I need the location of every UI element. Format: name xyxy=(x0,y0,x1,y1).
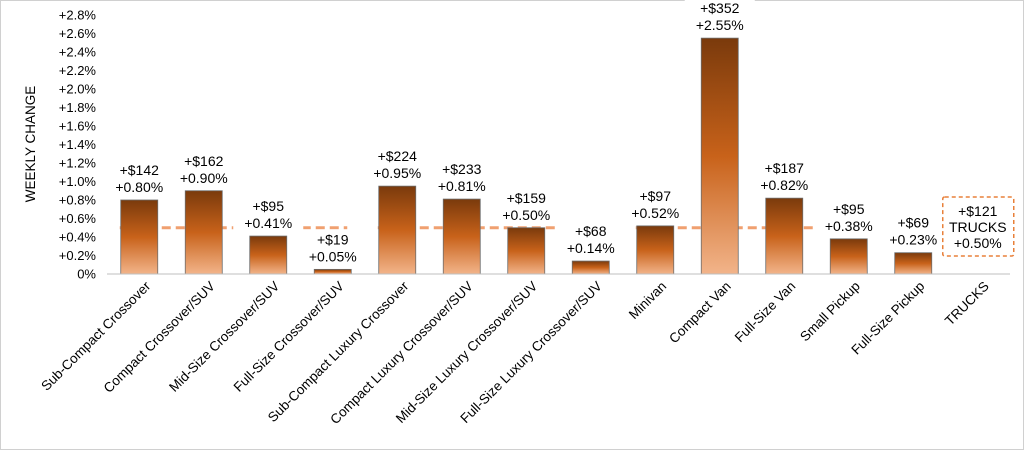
y-tick-label: +1.8% xyxy=(59,100,97,115)
data-label-dollar: +$352 xyxy=(700,0,740,16)
data-label-background xyxy=(104,160,175,197)
data-label-dollar: +$162 xyxy=(184,153,224,169)
data-label-percent: +0.81% xyxy=(438,178,486,194)
data-label-background xyxy=(620,185,691,223)
data-label-background xyxy=(813,198,884,236)
data-label-dollar: +$69 xyxy=(897,215,929,231)
data-label-percent: +0.80% xyxy=(115,179,163,195)
y-tick-label: +0.8% xyxy=(59,193,97,208)
x-tick-label: Full-Size Luxury Crossover/SUV xyxy=(457,279,604,426)
y-tick-label: +2.2% xyxy=(59,63,97,78)
x-tick-label: Compact Van xyxy=(666,279,734,347)
y-tick-label: +2.8% xyxy=(59,8,97,23)
data-label-percent: +0.95% xyxy=(373,165,421,181)
data-label-dollar: +$95 xyxy=(833,201,865,217)
y-tick-label: +2.6% xyxy=(59,26,97,41)
y-tick-label: 0% xyxy=(77,267,96,282)
data-label-percent: +2.55% xyxy=(696,17,744,33)
data-label-background xyxy=(555,221,626,259)
data-label-background xyxy=(168,150,239,188)
bar xyxy=(442,198,481,275)
bar xyxy=(829,238,868,275)
x-tick-label: Full-Size Crossover/SUV xyxy=(231,279,347,395)
y-tick-label: +1.2% xyxy=(59,156,97,171)
x-tick-label: TRUCKS xyxy=(942,279,992,329)
y-tick-label: +0.4% xyxy=(59,230,97,245)
x-tick-label: Sub-Compact Crossover xyxy=(38,278,153,393)
data-label-dollar: +$19 xyxy=(317,231,349,247)
data-label-percent: +0.23% xyxy=(889,232,937,248)
data-labels: +$142+0.80%+$162+0.90%+$95+0.41%+$19+0.0… xyxy=(104,0,949,267)
bar xyxy=(571,260,610,275)
data-label-background xyxy=(749,158,820,196)
y-tick-label: +0.6% xyxy=(59,211,97,226)
summary-box-line: TRUCKS xyxy=(949,219,1007,235)
y-tick-label: +1.6% xyxy=(59,119,97,134)
bar xyxy=(249,235,288,275)
data-label-percent: +0.82% xyxy=(760,177,808,193)
bar xyxy=(636,225,675,275)
summary-box-frame xyxy=(942,196,1015,257)
data-label-dollar: +$187 xyxy=(765,160,805,176)
y-tick-label: +0.2% xyxy=(59,248,97,263)
x-tick-label: Mid-Size Luxury Crossover/SUV xyxy=(393,279,540,426)
x-tick-label: Sub-Compact Luxury Crossover xyxy=(265,278,412,425)
y-tick-label: +2.0% xyxy=(59,82,97,97)
data-label-percent: +0.50% xyxy=(502,207,550,223)
data-label-dollar: +$142 xyxy=(120,162,160,178)
x-tick-label: Compact Crossover/SUV xyxy=(101,279,218,396)
data-label-background xyxy=(426,159,497,197)
data-label-background xyxy=(684,0,755,36)
bar xyxy=(507,227,546,275)
x-tick-label: Minivan xyxy=(626,279,670,323)
data-label-background xyxy=(491,187,562,225)
x-tick-label: Mid-Size Crossover/SUV xyxy=(166,279,282,395)
y-axis-label: WEEKLY CHANGE xyxy=(23,86,38,203)
data-label-percent: +0.90% xyxy=(180,170,228,186)
data-label-dollar: +$233 xyxy=(442,161,482,177)
bar xyxy=(184,190,223,275)
bar xyxy=(765,197,804,275)
bar xyxy=(378,185,417,275)
data-label-percent: +0.05% xyxy=(309,248,357,264)
x-tick-label: Compact Luxury Crossover/SUV xyxy=(327,279,476,428)
data-label-background xyxy=(233,196,304,234)
y-tick-label: +1.4% xyxy=(59,137,97,152)
bar xyxy=(313,268,352,275)
data-label-percent: +0.41% xyxy=(244,215,292,231)
x-tick-label: Small Pickup xyxy=(797,279,863,345)
data-label-background xyxy=(878,212,949,250)
data-label-dollar: +$224 xyxy=(378,148,418,164)
bars xyxy=(107,37,1010,275)
y-tick-label: +2.4% xyxy=(59,45,97,60)
data-label-background xyxy=(297,229,368,267)
data-label-percent: +0.38% xyxy=(825,218,873,234)
data-label-percent: +0.52% xyxy=(631,205,679,221)
y-tick-label: +1.0% xyxy=(59,174,97,189)
x-tick-label: Full-Size Van xyxy=(732,279,799,346)
summary-box-line: +0.50% xyxy=(954,235,1002,251)
bar xyxy=(120,199,159,275)
data-label-dollar: +$159 xyxy=(507,190,547,206)
data-label-percent: +0.14% xyxy=(567,240,615,256)
data-label-background xyxy=(362,146,433,184)
data-label-dollar: +$97 xyxy=(639,188,671,204)
y-axis: 0% +0.2% +0.4% +0.6% +0.8% +1.0% +1.2% +1.4% +1.… xyxy=(59,8,97,282)
summary-box-line: +$121 xyxy=(958,203,998,219)
data-label-dollar: +$95 xyxy=(252,198,284,214)
data-label-dollar: +$68 xyxy=(575,223,607,239)
bar xyxy=(700,37,739,275)
bar xyxy=(894,252,933,275)
